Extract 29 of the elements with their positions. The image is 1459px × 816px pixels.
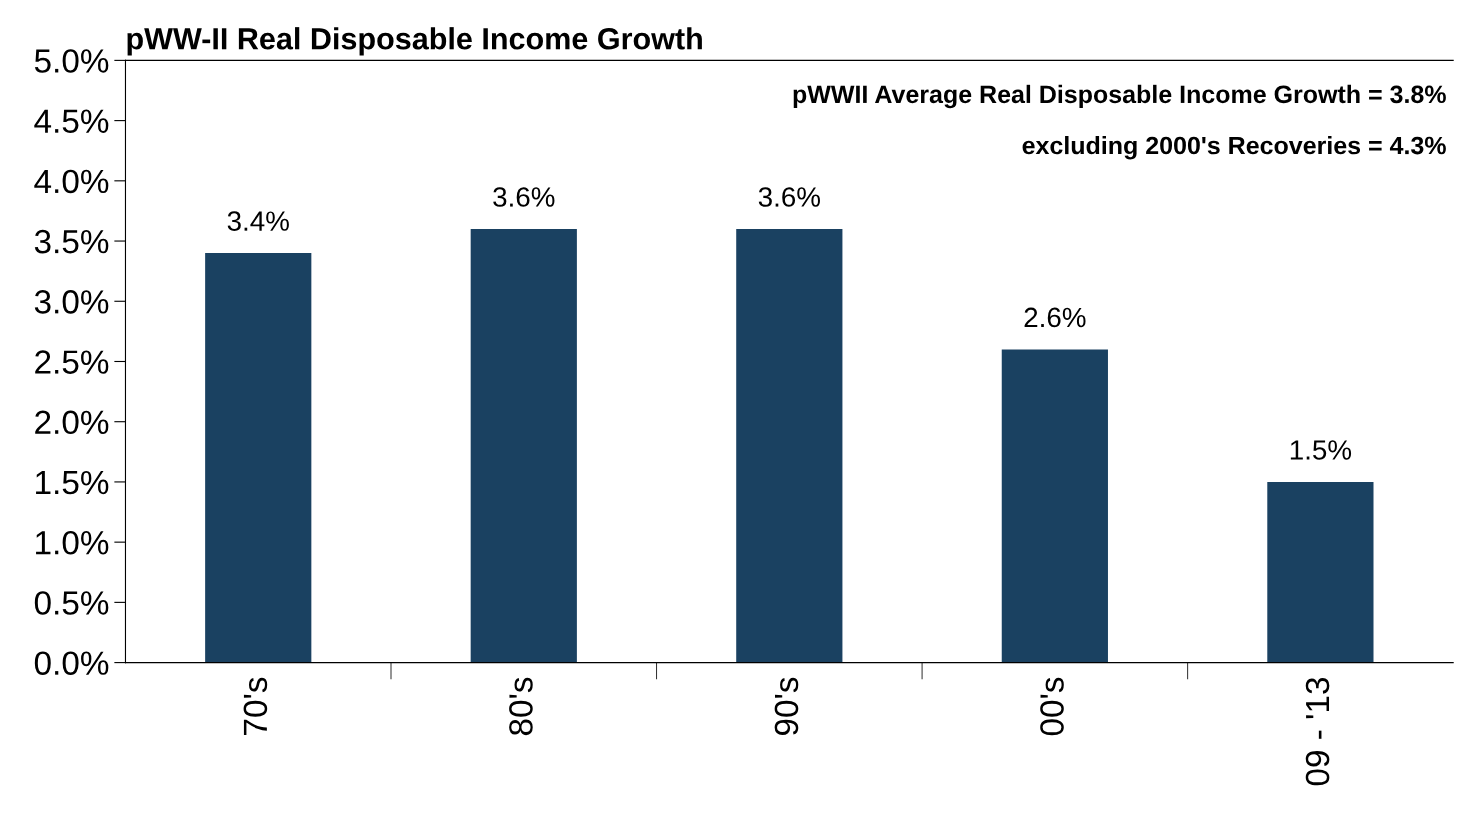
y-tick-label: 1.0% [36,530,109,555]
y-tick-label: 1.5% [36,470,109,495]
y-tick-label: 3.5% [34,229,109,254]
data-label: 1.5% [1290,440,1352,460]
bar [205,253,312,663]
y-tick-label: 3.0% [34,290,109,314]
data-label: 3.6% [758,187,820,207]
bar [1001,349,1108,663]
annotation: pWWII Average Real Disposable Income Growth = 3.8% [793,84,1446,109]
chart-title: pWW-II Real Disposable Income Growth [127,27,702,56]
y-tick-label: 2.0% [35,410,109,435]
bar [736,229,843,663]
y-tick-label: 4.5% [34,109,109,134]
x-tick-label: 00's [1040,677,1064,736]
data-label: 2.6% [1024,307,1086,328]
bar [470,229,577,663]
x-tick-label: 90's [774,677,799,736]
y-tick-label: 5.0% [34,49,109,73]
y-tick-label: 4.0% [34,169,109,194]
bar [1267,481,1374,663]
y-tick-label: 0.0% [34,651,109,675]
annotation: excluding 2000's Recoveries = 4.3% [1022,136,1446,160]
x-tick-label: 80's [509,677,533,736]
x-tick-label: 09 - '13 [1305,677,1330,786]
y-tick-label: 0.5% [34,591,109,615]
y-tick-label: 2.5% [35,350,109,374]
x-tick-label: 70's [243,677,268,735]
data-label: 3.4% [227,211,289,231]
data-label: 3.6% [493,187,555,207]
